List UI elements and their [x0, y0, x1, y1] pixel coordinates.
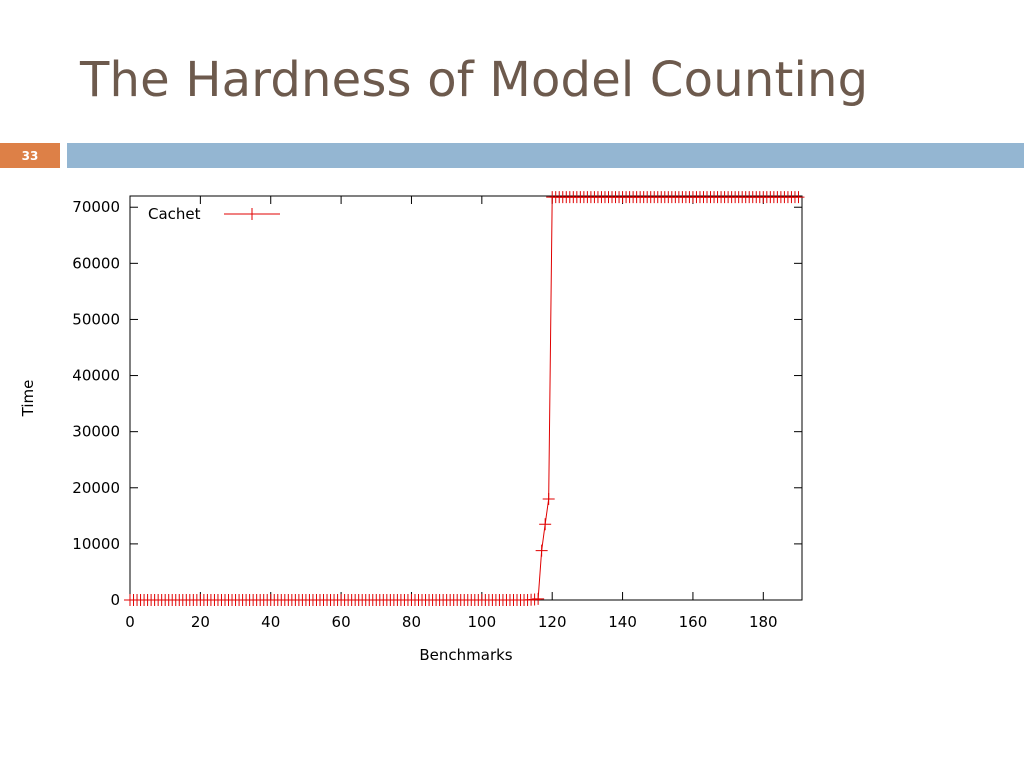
x-tick-label: 20 — [191, 613, 210, 631]
data-point — [532, 592, 545, 605]
y-tick-label: 70000 — [72, 198, 120, 216]
chart: 0 20 40 60 80 100 120 140 160 180 0 10000 20000 30000… — [19, 191, 805, 664]
data-point — [542, 493, 555, 505]
y-axis-title: Time — [19, 380, 37, 418]
x-tick-label: 140 — [608, 613, 637, 631]
y-tick-label: 40000 — [72, 367, 120, 385]
y-tick-label: 10000 — [72, 535, 120, 553]
plot-frame — [129, 195, 803, 601]
legend-label: Cachet — [148, 205, 201, 223]
x-tick-label: 80 — [402, 613, 421, 631]
data-point — [539, 518, 552, 531]
x-tick-label: 180 — [749, 613, 778, 631]
plot-area: 0 20 40 60 80 100 120 140 160 180 0 10000 20000 30000… — [72, 191, 805, 631]
x-tick-label: 100 — [468, 613, 497, 631]
y-tick-label: 30000 — [72, 423, 120, 441]
y-tick-label: 50000 — [72, 310, 120, 328]
x-axis-title: Benchmarks — [419, 646, 512, 664]
y-tick-label: 20000 — [72, 479, 120, 497]
y-tick-label: 0 — [110, 591, 120, 609]
x-tick-label: 60 — [332, 613, 351, 631]
x-tick-label: 160 — [679, 613, 708, 631]
x-tick-label: 40 — [261, 613, 280, 631]
legend-marker — [246, 208, 258, 220]
y-tick-label: 60000 — [72, 254, 120, 272]
data-point — [535, 544, 548, 557]
x-tick-label: 0 — [125, 613, 135, 631]
data-point — [792, 191, 805, 204]
slide-title: The Hardness of Model Counting — [80, 52, 869, 108]
x-tick-label: 120 — [538, 613, 567, 631]
series-line — [130, 196, 799, 601]
slide-number: 33 — [0, 143, 60, 168]
title-band — [67, 143, 1024, 168]
